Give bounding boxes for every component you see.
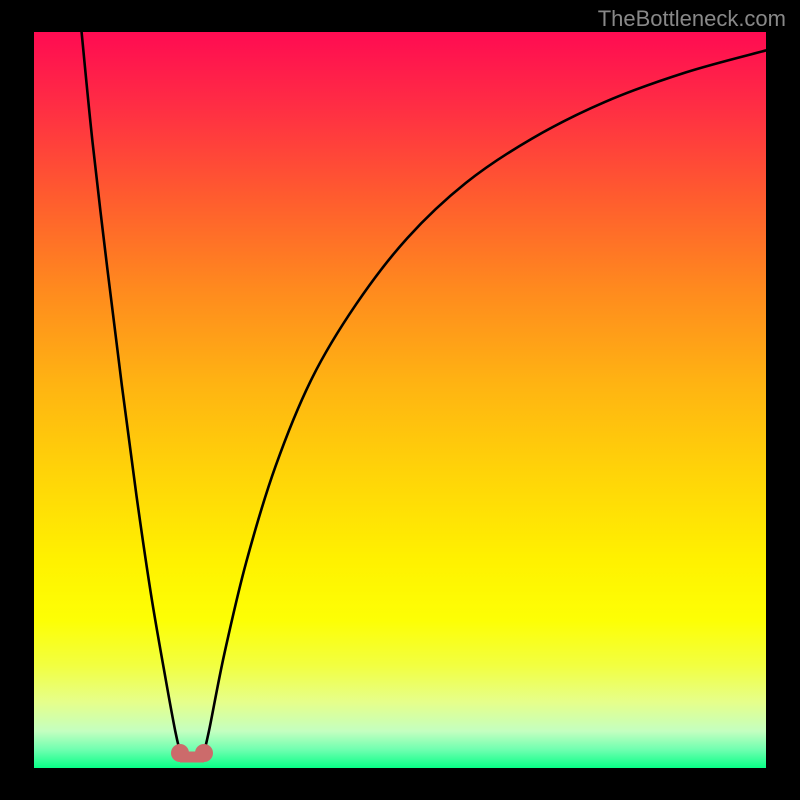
plot-area <box>34 32 766 768</box>
marker-right <box>195 744 213 762</box>
bottleneck-curve <box>34 32 766 768</box>
curve-left-branch <box>82 32 181 753</box>
marker-left <box>171 744 189 762</box>
watermark-text: TheBottleneck.com <box>598 6 786 32</box>
curve-right-branch <box>204 50 766 753</box>
